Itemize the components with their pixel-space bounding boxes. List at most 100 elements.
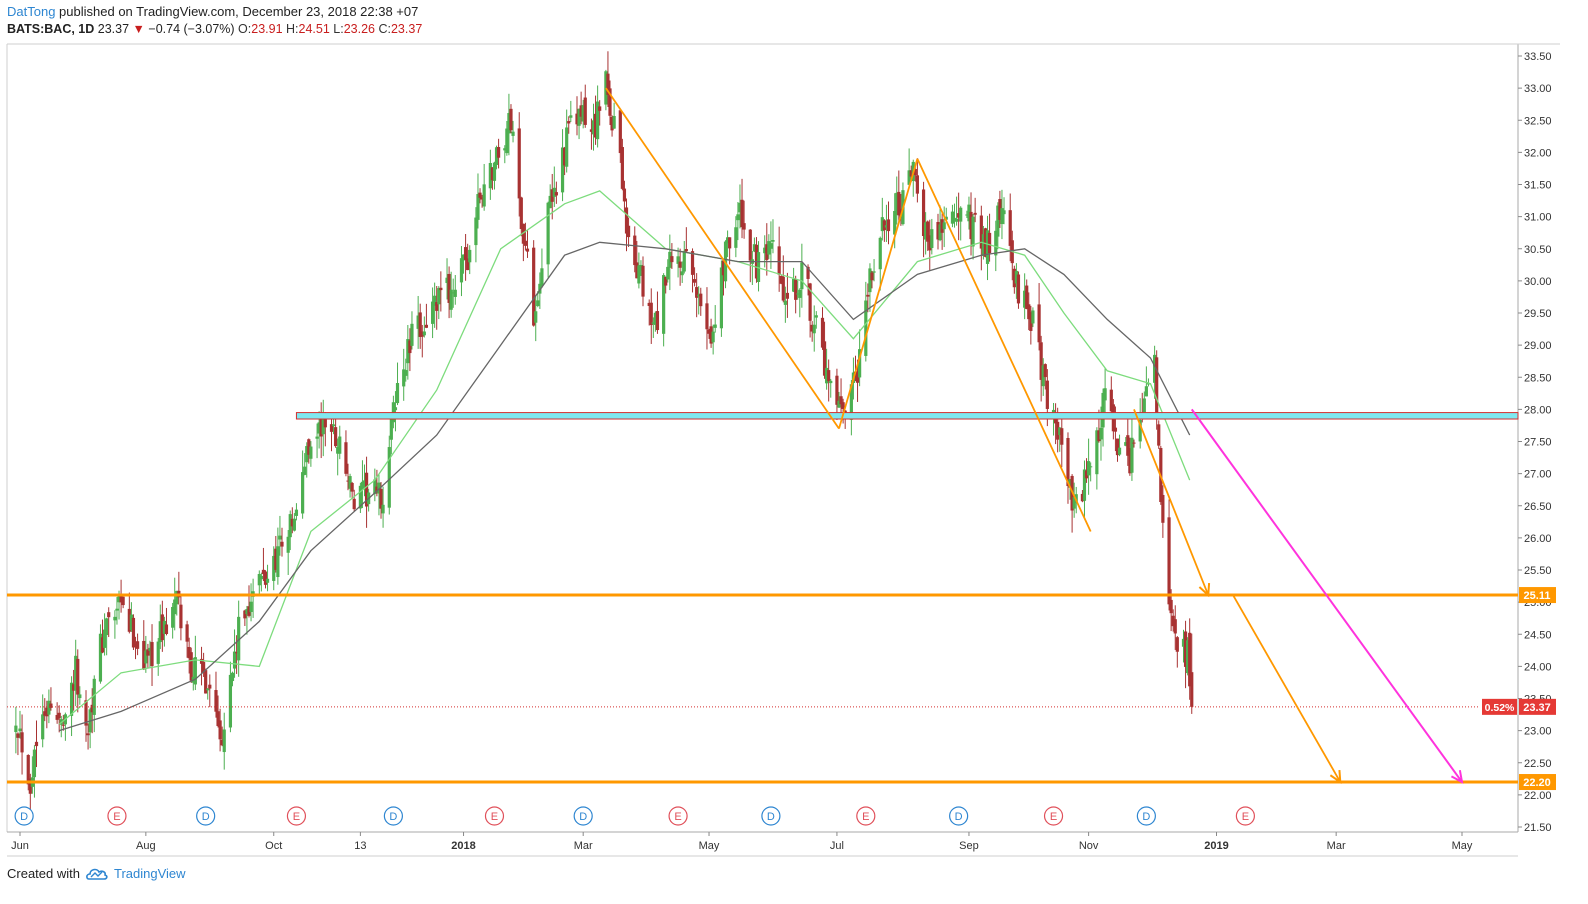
- candle-up: [78, 694, 82, 699]
- candle-down: [633, 235, 637, 266]
- candle-down: [439, 287, 443, 291]
- down-triangle-icon: ▼: [132, 22, 145, 36]
- candle-down: [164, 624, 169, 635]
- candle-down: [886, 219, 891, 232]
- candle-up: [653, 312, 657, 325]
- candle-down: [808, 283, 812, 321]
- symbol-label[interactable]: BATS:BAC, 1D: [7, 22, 95, 36]
- candle-down: [692, 279, 697, 283]
- y-tick-label: 32.50: [1524, 115, 1552, 127]
- candle-down: [280, 541, 284, 547]
- candle-down: [1126, 435, 1130, 456]
- y-tick-label: 27.00: [1524, 469, 1552, 481]
- candle-up: [173, 599, 177, 615]
- candle-up: [162, 620, 167, 634]
- event-marker-label: D: [389, 811, 397, 823]
- candle-down: [583, 97, 587, 125]
- candle-down: [133, 643, 138, 648]
- y-tick-label: 28.00: [1524, 404, 1552, 416]
- candle-down: [928, 235, 932, 251]
- candle-up: [494, 147, 499, 165]
- candle-down: [121, 596, 125, 606]
- candle-down: [695, 287, 699, 298]
- candle-up: [1153, 354, 1157, 383]
- candle-up: [422, 331, 426, 336]
- candle-down: [806, 266, 810, 279]
- last-price-pct-text: 0.52%: [1485, 702, 1515, 714]
- candle-up: [893, 211, 897, 235]
- candle-up: [864, 300, 868, 356]
- candle-up: [1014, 270, 1019, 284]
- candle-down: [835, 375, 839, 405]
- candle-down: [521, 223, 525, 244]
- candle-down: [721, 260, 726, 276]
- candle-up: [303, 466, 307, 475]
- trend-line: [838, 158, 919, 429]
- event-marker-label: E: [491, 811, 498, 823]
- candle-down: [208, 684, 212, 689]
- candle-down: [263, 571, 268, 585]
- trend-line: [916, 158, 1092, 532]
- candle-up: [74, 655, 78, 691]
- candle-down: [606, 73, 610, 95]
- candle-down: [936, 221, 940, 240]
- candle-up: [317, 422, 321, 434]
- candle-down: [1113, 427, 1118, 432]
- candle-down: [626, 225, 631, 238]
- tradingview-link[interactable]: TradingView: [113, 866, 186, 881]
- candle-down: [131, 617, 136, 648]
- candle-down: [90, 704, 94, 713]
- candle-down: [447, 273, 451, 303]
- high-label: H:: [286, 22, 299, 36]
- candle-down: [204, 670, 208, 694]
- candle-up: [604, 71, 608, 105]
- candle-down: [1132, 442, 1136, 444]
- earnings-marker: [1043, 806, 1064, 826]
- candle-up: [668, 251, 672, 268]
- arrow-head: [1329, 769, 1342, 785]
- candle-down: [45, 707, 49, 717]
- event-marker-label: D: [579, 811, 587, 823]
- candle-down: [882, 220, 886, 231]
- author-link[interactable]: DatTong: [7, 4, 56, 19]
- candle-down: [179, 604, 183, 629]
- event-marker-label: D: [1142, 811, 1150, 823]
- candle-up: [389, 418, 393, 440]
- candle-up: [1000, 208, 1004, 225]
- candle-up: [1068, 479, 1072, 488]
- candle-down: [72, 684, 76, 691]
- candle-up: [1103, 388, 1107, 401]
- candle-down: [1171, 615, 1175, 627]
- candle-down: [841, 402, 845, 409]
- candle-down: [142, 640, 146, 670]
- candle-down: [160, 614, 164, 641]
- candle-up: [249, 601, 253, 613]
- candle-up: [507, 113, 511, 134]
- candle-up: [662, 275, 666, 334]
- candle-up: [288, 514, 292, 538]
- event-marker-label: E: [674, 811, 681, 823]
- y-tick-label: 24.50: [1524, 629, 1552, 641]
- candle-down: [820, 317, 825, 348]
- candle-up: [148, 647, 152, 651]
- candle-up: [942, 222, 946, 230]
- candle-up: [792, 278, 796, 292]
- candle-up: [461, 254, 466, 261]
- candle-up: [18, 728, 22, 732]
- candle-down: [728, 237, 732, 249]
- candle-down: [1161, 494, 1165, 523]
- candle-down: [352, 498, 356, 510]
- x-tick-label: Jul: [830, 840, 844, 852]
- candle-up: [967, 204, 971, 222]
- candle-up: [433, 295, 437, 306]
- candle-down: [1066, 437, 1070, 487]
- dividend-marker: [383, 806, 403, 826]
- candle-down: [622, 188, 627, 202]
- candle-down: [418, 312, 422, 337]
- candle-up: [577, 108, 581, 126]
- candle-down: [509, 108, 513, 131]
- candle-up: [257, 574, 261, 586]
- y-tick-label: 31.00: [1524, 212, 1552, 224]
